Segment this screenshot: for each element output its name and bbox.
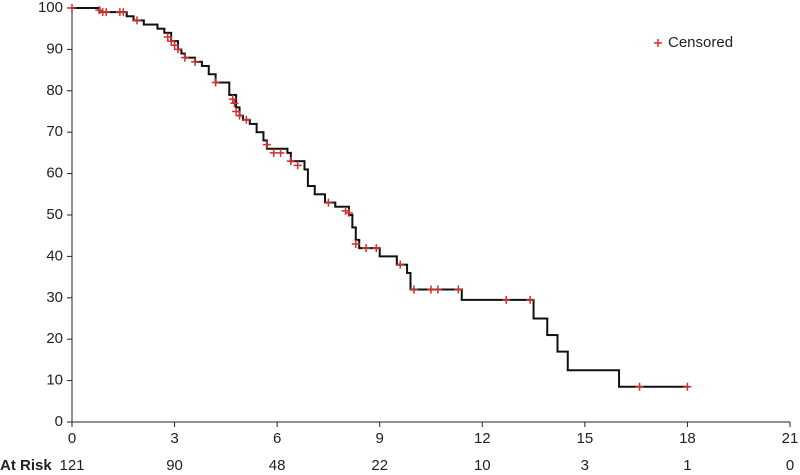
x-tick-label: 0 [68,430,76,447]
y-tick-label: 30 [46,289,63,306]
censor-mark [102,8,111,17]
censor-mark [635,382,644,391]
censor-mark [324,198,333,207]
x-tick-label: 6 [273,430,281,447]
x-tick-label: 18 [679,430,696,447]
censor-mark [173,45,182,54]
censor-mark [68,4,76,12]
at-risk-count: 10 [474,457,491,474]
censor-mark [242,115,251,124]
censor-mark [409,285,418,294]
x-tick-label: 9 [376,430,384,447]
censor-mark [502,295,511,304]
censor-mark [427,285,435,294]
censor-mark [119,8,128,17]
censor-mark [396,260,405,269]
censor-mark [232,107,241,116]
censor-mark [344,208,353,217]
censor-mark [683,382,692,391]
at-risk-count: 121 [59,457,84,474]
at-risk-count: 1 [683,457,691,474]
censor-mark [262,140,271,149]
censor-mark [211,78,220,87]
y-tick-label: 70 [46,123,63,140]
censor-mark [180,53,189,62]
censor-mark [269,148,278,157]
legend-symbol [654,39,662,47]
censor-mark [230,99,239,108]
censor-mark [191,57,200,66]
y-tick-label: 60 [46,165,63,182]
censor-mark [167,37,176,46]
at-risk-count: 48 [269,457,286,474]
censor-mark [163,32,172,41]
at-risk-label: At Risk [0,457,52,474]
legend-label: Censored [668,34,733,51]
censor-mark [235,111,244,120]
x-tick-label: 12 [474,430,491,447]
y-tick-label: 50 [46,206,63,223]
at-risk-count: 90 [166,457,183,474]
x-tick-label: 15 [577,430,594,447]
at-risk-count: 0 [786,457,794,474]
y-tick-label: 80 [46,82,63,99]
y-tick-label: 10 [46,372,63,389]
y-tick-label: 90 [46,40,63,57]
y-tick-label: 0 [55,413,63,430]
y-tick-label: 40 [46,247,63,264]
x-tick-label: 21 [782,430,799,447]
censor-mark [286,157,295,166]
y-tick-label: 100 [38,0,63,16]
censor-mark [372,244,381,253]
censor-mark [454,285,463,294]
censor-mark [170,41,179,50]
censor-mark [433,285,442,294]
censor-mark [362,244,371,253]
at-risk-count: 3 [581,457,589,474]
censor-mark [351,239,360,248]
censor-mark [228,95,237,104]
y-tick-label: 20 [46,330,63,347]
censor-mark [132,16,141,25]
censor-mark [526,295,535,304]
censor-mark [276,148,285,157]
at-risk-count: 22 [371,457,388,474]
censor-mark [293,161,302,170]
x-tick-label: 3 [170,430,178,447]
